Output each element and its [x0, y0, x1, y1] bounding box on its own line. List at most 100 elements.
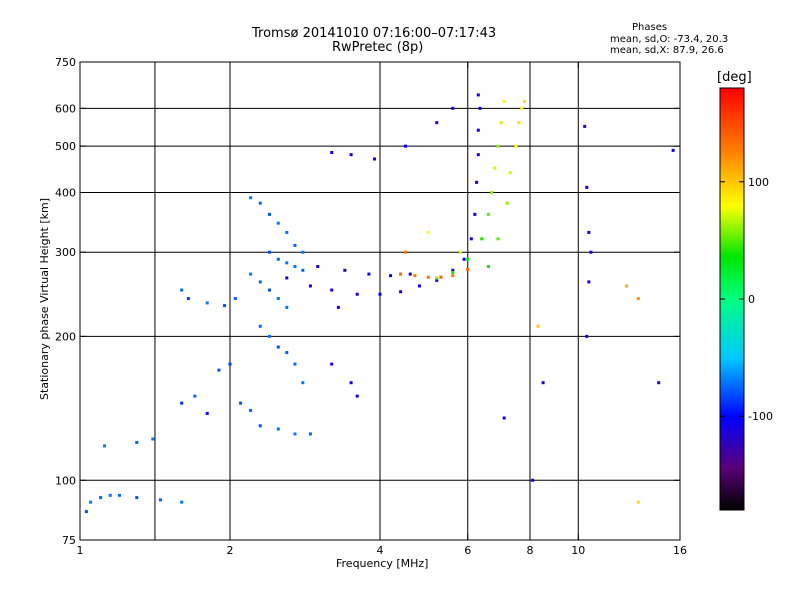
data-point	[276, 345, 280, 349]
y-tick-label: 400	[55, 186, 76, 199]
data-point	[308, 432, 312, 436]
data-point	[657, 381, 661, 385]
data-point	[355, 292, 359, 296]
data-point	[439, 275, 443, 279]
data-point	[276, 297, 280, 301]
colorbar-tick-label: -100	[748, 410, 773, 423]
x-tick-label: 16	[673, 544, 687, 557]
data-point	[301, 381, 305, 385]
data-point	[330, 288, 334, 292]
data-point	[267, 250, 271, 254]
data-point	[193, 394, 197, 398]
data-point	[285, 305, 289, 309]
data-point	[249, 408, 253, 412]
data-point	[267, 212, 271, 216]
data-point	[293, 243, 297, 247]
y-tick-label: 200	[55, 330, 76, 343]
chart-title: Tromsø 20141010 07:16:00–07:17:43	[252, 26, 497, 41]
x-tick-label: 1	[77, 544, 84, 557]
data-point	[462, 257, 466, 261]
data-point	[258, 424, 262, 428]
phase-heading: Phases	[632, 22, 668, 33]
data-points	[84, 93, 675, 514]
data-point	[493, 166, 497, 170]
grid	[80, 62, 680, 540]
data-point	[451, 271, 455, 275]
data-point	[413, 274, 417, 278]
data-point	[205, 301, 209, 305]
data-point	[355, 394, 359, 398]
y-tick-label: 500	[55, 140, 76, 153]
data-point	[285, 230, 289, 234]
data-point	[403, 250, 407, 254]
y-tick-label: 750	[55, 56, 76, 69]
colorbar-ticks: 100 0 -100	[720, 176, 773, 423]
data-point	[451, 268, 455, 272]
data-point	[108, 493, 112, 497]
data-point	[417, 284, 421, 288]
data-point	[308, 284, 312, 288]
data-point	[373, 157, 377, 161]
data-point	[89, 500, 93, 504]
data-point	[349, 381, 353, 385]
data-point	[435, 121, 439, 125]
x-tick-label: 10	[571, 544, 585, 557]
data-point	[426, 230, 430, 234]
data-point	[293, 265, 297, 269]
data-point	[536, 324, 540, 328]
data-point	[285, 351, 289, 355]
data-point	[435, 276, 439, 280]
data-point	[625, 284, 629, 288]
data-point	[541, 381, 545, 385]
data-point	[367, 272, 371, 276]
data-point	[399, 290, 403, 294]
data-point	[180, 500, 184, 504]
data-point	[301, 268, 305, 272]
data-point	[180, 401, 184, 405]
data-point	[205, 411, 209, 415]
x-tick-label: 6	[464, 544, 471, 557]
data-point	[285, 276, 289, 280]
data-point	[293, 432, 297, 436]
data-point	[476, 93, 480, 97]
data-point	[587, 280, 591, 284]
x-axis-label: Frequency [MHz]	[336, 557, 429, 570]
chart-subtitle: RwPretec (8p)	[332, 40, 424, 55]
data-point	[469, 237, 473, 241]
data-point	[451, 106, 455, 110]
y-tick-label: 75	[62, 534, 76, 547]
phase-mean-x: mean, sd,X: 87.9, 26.6	[610, 45, 724, 56]
data-point	[486, 212, 490, 216]
y-tick-label: 600	[55, 102, 76, 115]
x-tick-label: 2	[227, 544, 234, 557]
data-point	[217, 368, 221, 372]
data-point	[466, 268, 470, 272]
data-point	[583, 124, 587, 128]
data-point	[505, 201, 509, 205]
data-point	[276, 221, 280, 225]
data-point	[103, 444, 107, 448]
data-point	[267, 288, 271, 292]
data-point	[276, 257, 280, 261]
data-point	[135, 496, 139, 500]
data-point	[228, 362, 232, 366]
data-point	[258, 280, 262, 284]
data-point	[636, 500, 640, 504]
data-point	[514, 144, 518, 148]
data-point	[496, 237, 500, 241]
data-point	[84, 510, 88, 514]
data-point	[480, 237, 484, 241]
colorbar-tick-label: 100	[748, 176, 769, 189]
data-point	[233, 297, 237, 301]
data-point	[426, 275, 430, 279]
data-point	[587, 230, 591, 234]
data-point	[293, 362, 297, 366]
data-point	[186, 297, 190, 301]
data-point	[135, 440, 139, 444]
data-point	[466, 257, 470, 261]
data-point	[451, 274, 455, 278]
data-point	[336, 305, 340, 309]
colorbar-tick-label: 0	[748, 293, 755, 306]
data-point	[476, 128, 480, 132]
data-point	[458, 250, 462, 254]
